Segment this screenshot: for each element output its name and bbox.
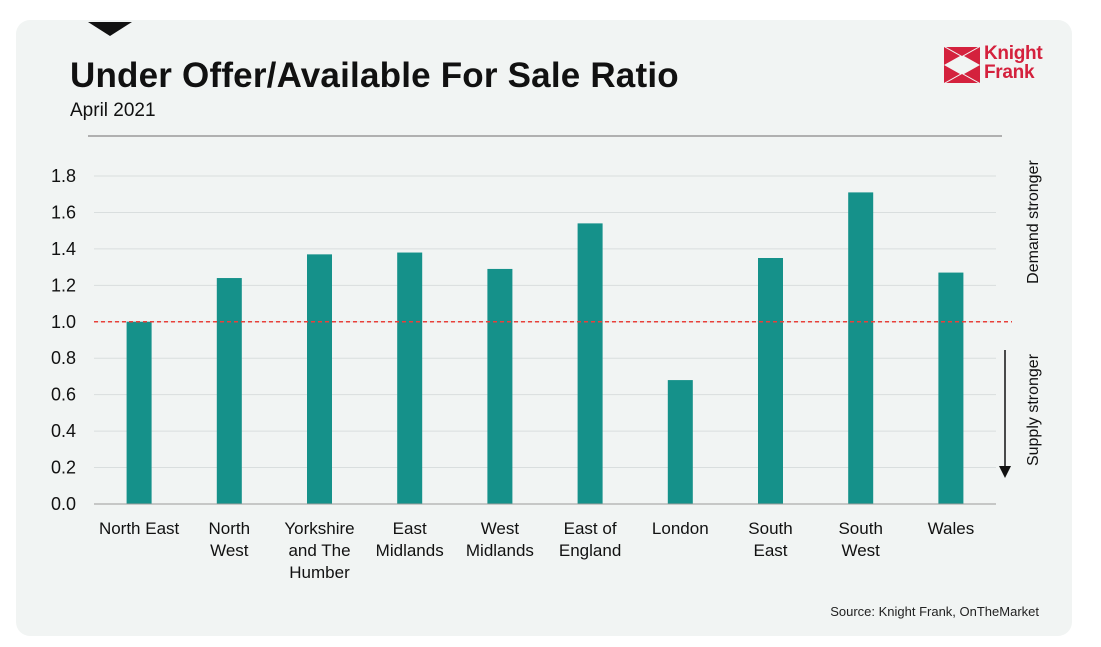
y-tick-label: 0.2: [51, 458, 76, 478]
x-tick-label-line: Humber: [289, 563, 350, 582]
bar: [397, 252, 423, 504]
x-tick-label-line: Wales: [928, 519, 975, 538]
bar: [848, 192, 874, 504]
y-tick-label: 0.4: [51, 421, 76, 441]
demand-stronger-label: Demand stronger: [1025, 160, 1042, 284]
logo-line-1: Knight: [984, 43, 1043, 64]
x-tick-label: North East: [99, 519, 180, 538]
y-tick-label: 1.4: [51, 239, 76, 259]
knight-frank-logo-icon: [944, 47, 980, 83]
x-tick-label-line: East: [393, 519, 427, 538]
x-tick-label: East of England: [559, 519, 621, 560]
bars: [126, 192, 964, 504]
bar: [126, 321, 152, 504]
x-tick-label-line: East of: [564, 519, 617, 538]
x-tick-label-line: Midlands: [376, 541, 444, 560]
x-tick-label: London: [652, 519, 709, 538]
y-tick-label: 1.8: [51, 166, 76, 186]
chart-card: [16, 20, 1072, 636]
bar: [487, 268, 513, 504]
y-tick-label: 1.6: [51, 202, 76, 222]
x-tick-label-line: England: [559, 541, 621, 560]
knight-frank-logo: Knight Frank: [944, 44, 1054, 88]
bar: [938, 272, 964, 504]
x-tick-label-line: South: [838, 519, 882, 538]
bar: [307, 254, 332, 504]
chart-title: Under Offer/Available For Sale Ratio: [70, 56, 679, 95]
x-tick-label: South West: [838, 519, 882, 560]
bar: [577, 223, 603, 504]
x-tick-label: South East: [748, 519, 792, 560]
x-tick-label-line: West: [210, 541, 249, 560]
x-tick-label: North West: [209, 519, 251, 560]
y-tick-label: 0.0: [51, 494, 76, 514]
x-tick-label-line: Yorkshire: [284, 519, 354, 538]
x-tick-label-line: and The: [288, 541, 350, 560]
y-axis-ticks: 0.0 0.2 0.4 0.6 0.8 1.0 1.2 1.4 1.6 1.8: [51, 166, 76, 514]
bar: [216, 278, 242, 504]
bar: [758, 258, 783, 504]
header-tab-marker: [88, 22, 132, 36]
supply-stronger-label: Supply stronger: [1025, 353, 1042, 466]
y-tick-label: 0.6: [51, 385, 76, 405]
x-tick-label-line: North East: [99, 519, 180, 538]
bar: [667, 380, 693, 504]
y-tick-label: 1.2: [51, 275, 76, 295]
x-tick-label: East Midlands: [376, 519, 444, 560]
logo-line-2: Frank: [984, 62, 1035, 83]
x-tick-label: Wales: [928, 519, 975, 538]
x-tick-label: Yorkshire and The Humber: [284, 519, 354, 582]
supply-arrow-head: [999, 466, 1011, 478]
chart-subtitle: April 2021: [70, 100, 156, 121]
x-tick-label: West Midlands: [466, 519, 534, 560]
x-tick-label-line: East: [753, 541, 787, 560]
y-tick-label: 1.0: [51, 312, 76, 332]
x-tick-label-line: West: [481, 519, 520, 538]
y-tick-label: 0.8: [51, 348, 76, 368]
knight-frank-logo-text: Knight Frank: [984, 43, 1043, 83]
x-tick-label-line: London: [652, 519, 709, 538]
x-tick-label-line: Midlands: [466, 541, 534, 560]
source-note: Source: Knight Frank, OnTheMarket: [830, 604, 1039, 619]
x-axis-labels: North East North West Yorkshire and The Humbe…: [99, 519, 974, 582]
x-tick-label-line: West: [841, 541, 880, 560]
x-tick-label-line: South: [748, 519, 792, 538]
x-tick-label-line: North: [209, 519, 251, 538]
